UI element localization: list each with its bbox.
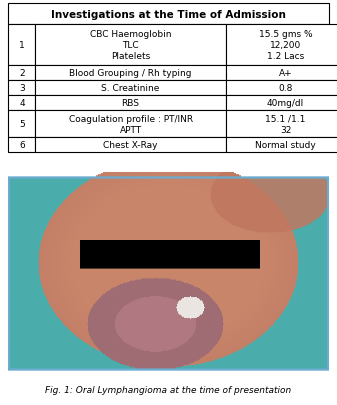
- Bar: [226, 25, 337, 66]
- Text: Chest X-Ray: Chest X-Ray: [103, 141, 158, 150]
- Text: 0.8: 0.8: [278, 84, 293, 93]
- Bar: [226, 81, 337, 96]
- Text: Investigations at the Time of Admission: Investigations at the Time of Admission: [51, 10, 286, 20]
- Bar: [8, 81, 35, 96]
- Bar: [8, 66, 35, 81]
- Text: Normal study: Normal study: [255, 141, 316, 150]
- Bar: [35, 138, 226, 153]
- Text: 5: 5: [19, 120, 25, 129]
- Bar: [35, 66, 226, 81]
- Text: CBC Haemoglobin
TLC
Platelets: CBC Haemoglobin TLC Platelets: [90, 30, 171, 61]
- Bar: [35, 25, 226, 66]
- Bar: [226, 66, 337, 81]
- Text: 2: 2: [19, 68, 25, 78]
- Text: 4: 4: [19, 99, 25, 108]
- Text: Fig. 1: Oral Lymphangioma at the time of presentation: Fig. 1: Oral Lymphangioma at the time of…: [45, 385, 292, 394]
- Bar: [8, 138, 35, 153]
- Bar: [35, 96, 226, 111]
- Text: 40mg/dl: 40mg/dl: [267, 99, 304, 108]
- Bar: [8, 111, 35, 138]
- Bar: [35, 111, 226, 138]
- Text: S. Creatinine: S. Creatinine: [101, 84, 160, 93]
- Text: Blood Grouping / Rh typing: Blood Grouping / Rh typing: [69, 68, 192, 78]
- Bar: [226, 111, 337, 138]
- Text: 15.1 /1.1
32: 15.1 /1.1 32: [266, 114, 306, 134]
- Text: 6: 6: [19, 141, 25, 150]
- Text: RBS: RBS: [122, 99, 140, 108]
- Text: Coagulation profile : PT/INR
APTT: Coagulation profile : PT/INR APTT: [68, 114, 193, 134]
- Text: 15.5 gms %
12,200
1.2 Lacs: 15.5 gms % 12,200 1.2 Lacs: [259, 30, 312, 61]
- Text: 3: 3: [19, 84, 25, 93]
- Bar: [8, 4, 329, 25]
- Bar: [35, 81, 226, 96]
- Bar: [226, 138, 337, 153]
- Bar: [8, 96, 35, 111]
- Bar: [226, 96, 337, 111]
- Bar: [8, 25, 35, 66]
- Text: 1: 1: [19, 41, 25, 50]
- Text: A+: A+: [279, 68, 293, 78]
